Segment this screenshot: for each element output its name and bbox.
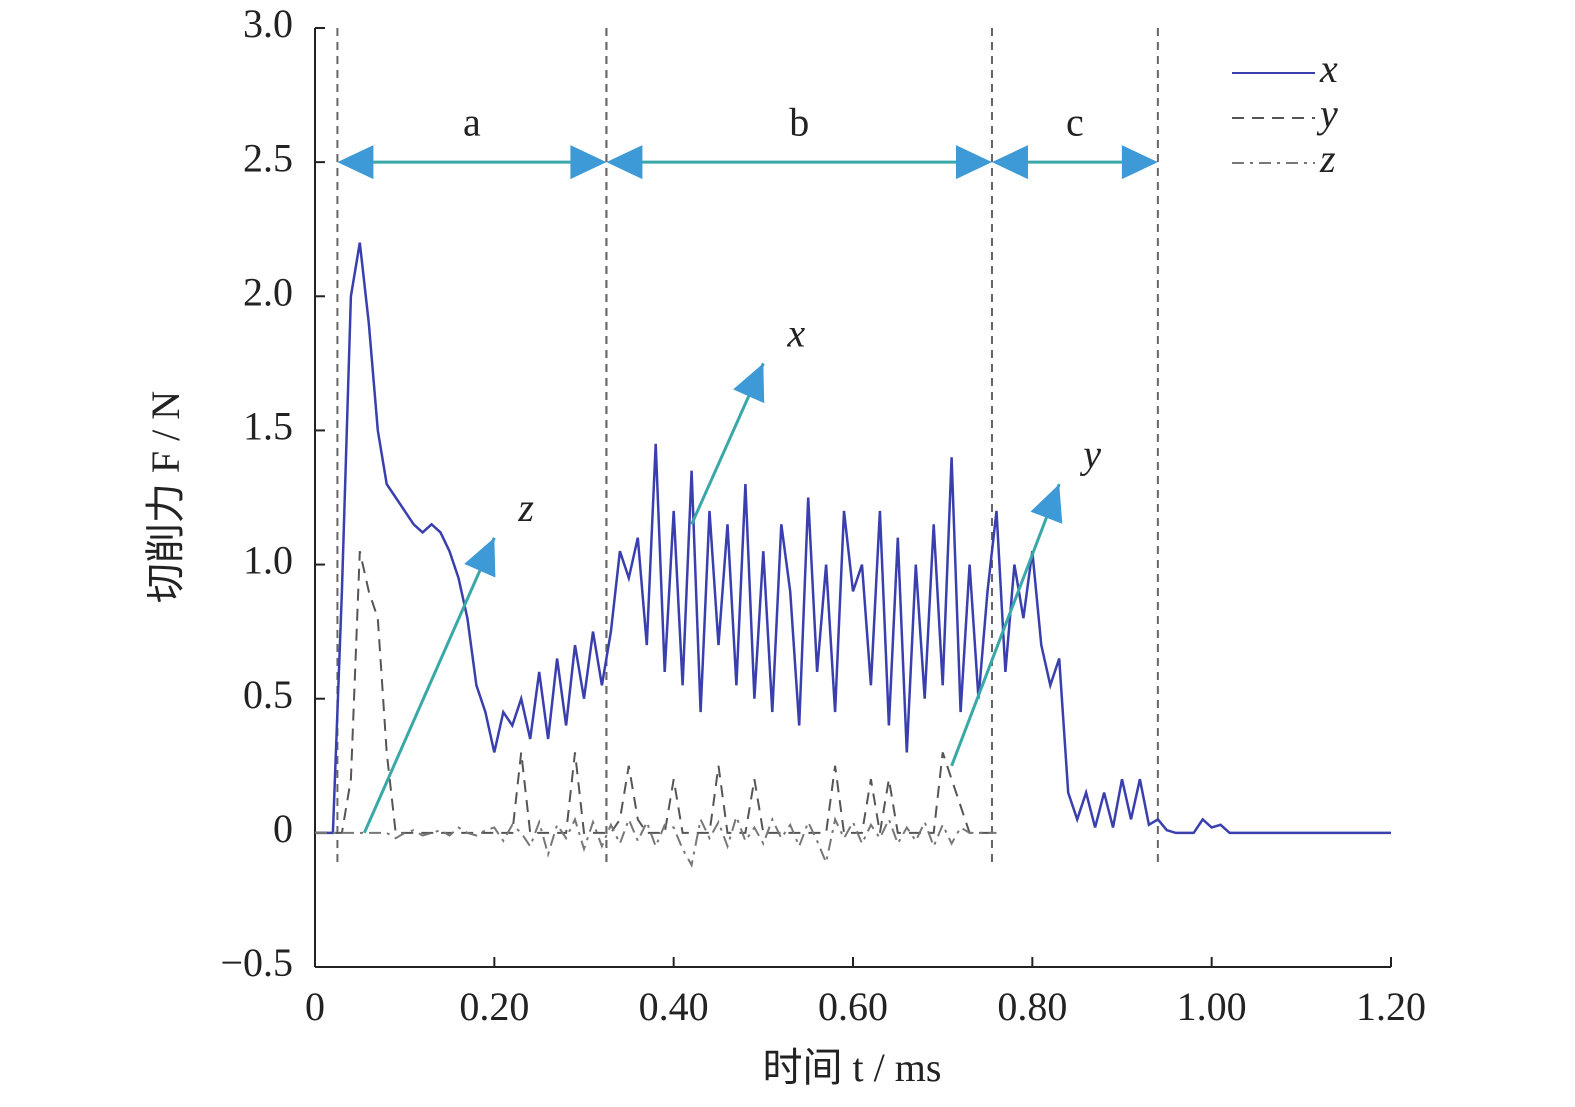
annotation-arrow-head <box>733 363 765 404</box>
y-tick-label: 2.5 <box>243 135 293 180</box>
x-tick-label: 0.60 <box>818 984 888 1029</box>
legend-label: x <box>1319 46 1338 91</box>
x-axis-label: 时间 t / ms <box>763 1045 942 1090</box>
annotation-label: z <box>517 485 534 530</box>
x-tick-label: 1.20 <box>1356 984 1426 1029</box>
region-label: a <box>463 99 481 144</box>
y-tick-label: 0.5 <box>243 672 293 717</box>
region-label: b <box>789 99 809 144</box>
region-arrow <box>955 145 992 180</box>
series-line <box>315 813 997 868</box>
region-label: c <box>1066 99 1084 144</box>
x-tick-label: 0.20 <box>459 984 529 1029</box>
y-tick-label: 2.0 <box>243 269 293 314</box>
y-tick-label: 3.0 <box>243 1 293 46</box>
y-tick-label: 1.5 <box>243 404 293 449</box>
x-tick-label: 0.80 <box>997 984 1067 1029</box>
region-arrow <box>606 145 643 180</box>
x-tick-label: 0 <box>305 984 325 1029</box>
annotation-arrow-head <box>1030 484 1063 524</box>
legend-label: z <box>1319 136 1336 181</box>
legend-label: y <box>1316 91 1338 136</box>
annotation-arrow <box>362 537 496 834</box>
y-tick-label: −0.5 <box>220 940 293 985</box>
x-tick-label: 0.40 <box>639 984 709 1029</box>
y-tick-label: 0 <box>273 806 293 851</box>
series-line <box>315 242 1391 835</box>
y-tick-label: 1.0 <box>243 538 293 583</box>
annotation-arrow-head <box>464 537 496 578</box>
annotation-label: y <box>1079 431 1101 476</box>
annotation-label: x <box>786 311 805 356</box>
region-arrow <box>570 145 607 180</box>
x-tick-label: 1.00 <box>1177 984 1247 1029</box>
region-arrow <box>991 145 1028 180</box>
region-arrow <box>1121 145 1158 180</box>
y-axis-label: 切削力 F / N <box>143 391 188 603</box>
region-arrow <box>337 145 374 180</box>
annotation-arrow <box>950 483 1061 767</box>
